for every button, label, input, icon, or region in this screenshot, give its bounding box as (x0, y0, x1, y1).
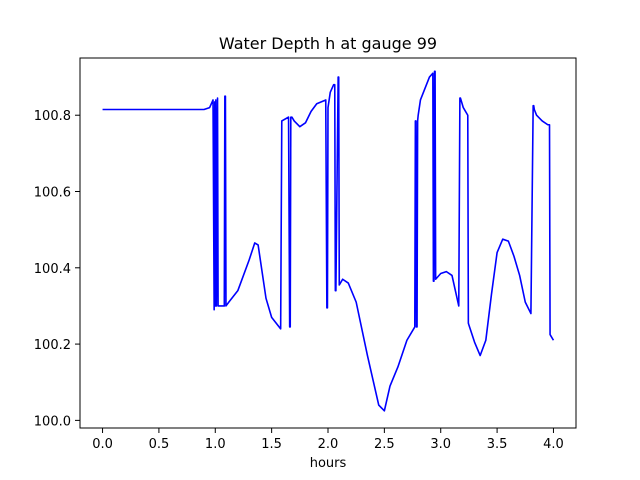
x-tick-label: 0.5 (149, 437, 170, 452)
y-tick-label: 100.4 (34, 262, 71, 277)
y-tick-label: 100.6 (34, 186, 71, 201)
y-tick-label: 100.0 (34, 414, 71, 429)
x-tick-label: 2.5 (374, 437, 395, 452)
x-tick-label: 0.0 (92, 437, 113, 452)
x-axis: 0.0 0.5 1.0 1.5 2.0 2.5 3.0 3.5 4.0 (92, 428, 564, 452)
series-line (102, 70, 555, 412)
x-axis-label: hours (310, 456, 347, 471)
x-tick-label: 3.0 (430, 437, 451, 452)
y-axis: 100.0 100.2 100.4 100.6 100.8 (34, 109, 80, 429)
x-tick-label: 4.0 (543, 437, 564, 452)
chart-title: Water Depth h at gauge 99 (219, 34, 437, 53)
x-tick-label: 3.5 (487, 437, 508, 452)
y-tick-label: 100.2 (34, 338, 71, 353)
x-tick-label: 2.0 (318, 437, 339, 452)
y-tick-label: 100.8 (34, 109, 71, 124)
x-tick-label: 1.5 (261, 437, 282, 452)
x-tick-label: 1.0 (205, 437, 226, 452)
